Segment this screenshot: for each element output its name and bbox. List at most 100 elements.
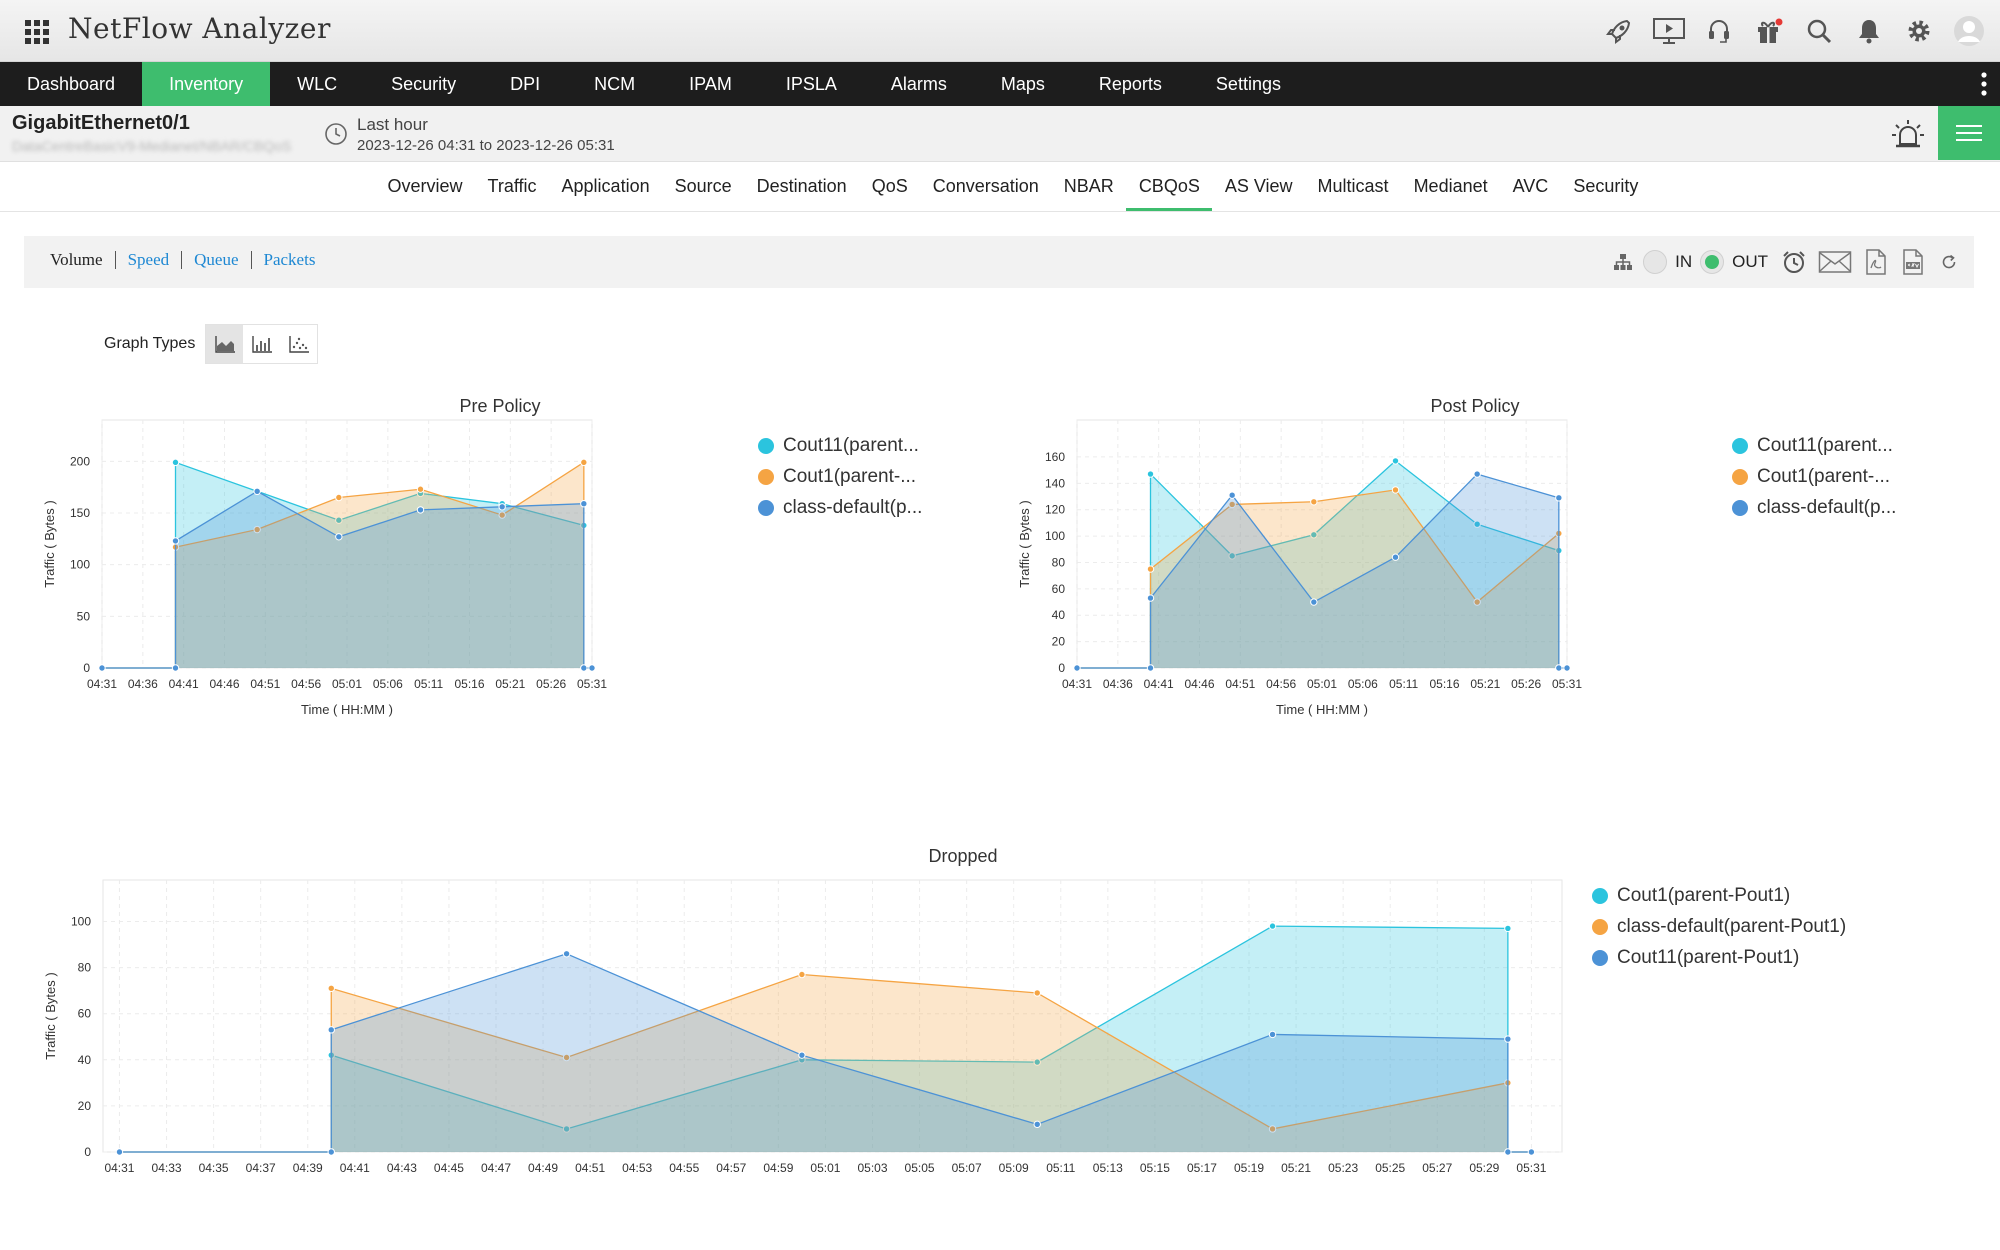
legend-item-class-default-parent-pout1[interactable]: class-default(parent-Pout1) bbox=[1592, 911, 1846, 942]
email-icon[interactable] bbox=[1812, 246, 1858, 278]
legend-item-cout11-parent-pout1[interactable]: Cout11(parent-Pout1) bbox=[1592, 942, 1846, 973]
data-point[interactable] bbox=[1228, 491, 1236, 499]
tab-medianet[interactable]: Medianet bbox=[1413, 176, 1488, 196]
legend-item-cout1-parent-pout1[interactable]: Cout1(parent-Pout1) bbox=[1592, 880, 1846, 911]
hamburger-menu-button[interactable] bbox=[1938, 106, 2000, 160]
data-point[interactable] bbox=[1391, 486, 1400, 494]
data-point[interactable] bbox=[327, 1148, 335, 1156]
data-point[interactable] bbox=[253, 525, 261, 534]
data-point[interactable] bbox=[1228, 500, 1236, 509]
more-options-icon[interactable] bbox=[1976, 70, 1992, 98]
metric-link-queue[interactable]: Queue bbox=[181, 251, 250, 269]
data-point[interactable] bbox=[253, 487, 261, 496]
gift-icon[interactable] bbox=[1744, 12, 1794, 50]
nav-item-settings[interactable]: Settings bbox=[1215, 73, 1281, 94]
data-point[interactable] bbox=[562, 950, 571, 958]
data-point[interactable] bbox=[1146, 594, 1155, 602]
nav-item-dpi[interactable]: DPI bbox=[510, 73, 541, 94]
tab-overview[interactable]: Overview bbox=[387, 176, 463, 196]
data-point[interactable] bbox=[1073, 664, 1081, 672]
data-point[interactable] bbox=[327, 984, 335, 993]
data-point[interactable] bbox=[562, 1053, 571, 1062]
data-point[interactable] bbox=[498, 511, 506, 519]
data-point[interactable] bbox=[562, 1125, 571, 1133]
scatter-chart-button[interactable] bbox=[280, 325, 317, 363]
legend-item-cout11-parent[interactable]: Cout11(parent... bbox=[1732, 430, 1896, 461]
metric-link-speed[interactable]: Speed bbox=[114, 251, 182, 269]
legend-item-class-default-p[interactable]: class-default(p... bbox=[1732, 492, 1896, 523]
hierarchy-icon[interactable] bbox=[1603, 246, 1643, 278]
data-point[interactable] bbox=[1033, 989, 1041, 997]
data-point[interactable] bbox=[1033, 1120, 1041, 1129]
tab-as-view[interactable]: AS View bbox=[1224, 176, 1293, 196]
data-point[interactable] bbox=[1146, 664, 1155, 672]
alarm-icon[interactable] bbox=[1888, 116, 1928, 152]
area-chart-button[interactable] bbox=[206, 325, 243, 363]
search-icon[interactable] bbox=[1794, 12, 1844, 50]
data-point[interactable] bbox=[416, 506, 425, 514]
data-point[interactable] bbox=[588, 664, 596, 672]
data-point[interactable] bbox=[171, 537, 180, 545]
data-point[interactable] bbox=[98, 664, 106, 672]
csv-export-icon[interactable] bbox=[1894, 246, 1932, 278]
nav-item-maps[interactable]: Maps bbox=[1000, 73, 1045, 94]
nav-item-ipam[interactable]: IPAM bbox=[689, 73, 732, 94]
legend-item-cout1-parent[interactable]: Cout1(parent-... bbox=[1732, 461, 1896, 492]
data-point[interactable] bbox=[798, 970, 806, 979]
data-point[interactable] bbox=[1310, 598, 1318, 606]
tab-traffic[interactable]: Traffic bbox=[487, 176, 537, 196]
data-point[interactable] bbox=[1473, 598, 1481, 606]
data-point[interactable] bbox=[115, 1148, 124, 1156]
metric-link-volume[interactable]: Volume bbox=[50, 250, 103, 269]
bar-chart-button[interactable] bbox=[243, 325, 280, 363]
data-point[interactable] bbox=[1268, 1125, 1277, 1133]
data-point[interactable] bbox=[335, 493, 343, 502]
data-point[interactable] bbox=[1310, 531, 1318, 539]
data-point[interactable] bbox=[1391, 553, 1400, 561]
data-point[interactable] bbox=[580, 458, 588, 467]
data-point[interactable] bbox=[1391, 457, 1400, 465]
tab-application[interactable]: Application bbox=[561, 176, 650, 196]
data-point[interactable] bbox=[1504, 1035, 1512, 1043]
time-period-label[interactable]: Last hour bbox=[357, 115, 428, 134]
data-point[interactable] bbox=[1268, 1030, 1277, 1039]
data-point[interactable] bbox=[1527, 1148, 1536, 1156]
data-point[interactable] bbox=[580, 664, 588, 672]
data-point[interactable] bbox=[335, 533, 343, 541]
data-point[interactable] bbox=[1033, 1058, 1041, 1066]
rocket-icon[interactable] bbox=[1594, 12, 1644, 50]
data-point[interactable] bbox=[327, 1026, 335, 1034]
data-point[interactable] bbox=[1146, 470, 1155, 478]
nav-item-alarms[interactable]: Alarms bbox=[890, 73, 947, 94]
nav-item-ncm[interactable]: NCM bbox=[594, 73, 636, 94]
bell-icon[interactable] bbox=[1844, 12, 1894, 50]
data-point[interactable] bbox=[1473, 470, 1481, 478]
data-point[interactable] bbox=[1146, 565, 1155, 573]
data-point[interactable] bbox=[498, 503, 506, 511]
tab-avc[interactable]: AVC bbox=[1512, 176, 1549, 196]
nav-item-security[interactable]: Security bbox=[391, 73, 457, 94]
data-point[interactable] bbox=[1563, 664, 1571, 672]
data-point[interactable] bbox=[1310, 498, 1318, 506]
data-point[interactable] bbox=[171, 664, 180, 672]
legend-item-cout11-parent[interactable]: Cout11(parent... bbox=[758, 430, 922, 461]
in-radio[interactable] bbox=[1643, 250, 1668, 274]
tab-multicast[interactable]: Multicast bbox=[1317, 176, 1389, 196]
clock-icon[interactable] bbox=[324, 122, 348, 146]
tab-source[interactable]: Source bbox=[674, 176, 732, 196]
tab-cbqos[interactable]: CBQoS bbox=[1126, 162, 1213, 211]
data-point[interactable] bbox=[1228, 552, 1236, 560]
data-point[interactable] bbox=[171, 458, 180, 467]
data-point[interactable] bbox=[335, 516, 343, 524]
nav-item-wlc[interactable]: WLC bbox=[297, 73, 338, 94]
gear-icon[interactable] bbox=[1894, 12, 1944, 50]
data-point[interactable] bbox=[580, 500, 588, 508]
headset-icon[interactable] bbox=[1694, 12, 1744, 50]
tab-security[interactable]: Security bbox=[1573, 176, 1639, 196]
nav-item-ipsla[interactable]: IPSLA bbox=[785, 73, 837, 94]
nav-item-reports[interactable]: Reports bbox=[1098, 73, 1162, 94]
tab-qos[interactable]: QoS bbox=[871, 176, 908, 196]
data-point[interactable] bbox=[416, 485, 425, 493]
data-point[interactable] bbox=[1504, 924, 1512, 933]
data-point[interactable] bbox=[1504, 1148, 1512, 1156]
